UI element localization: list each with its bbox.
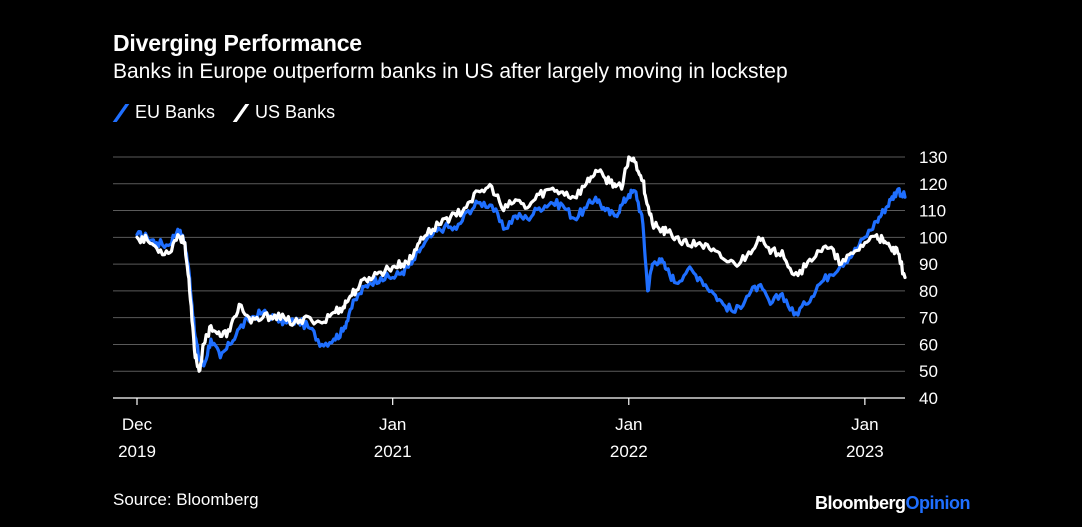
x-tick-year-2019: 2019 [118,442,156,461]
y-tick-label-120: 120 [919,175,947,194]
series-line-us-banks [135,155,907,373]
y-tick-label-60: 60 [919,335,938,354]
legend-item-eu-banks: EU Banks [112,102,216,123]
brand-main: Bloomberg [815,493,906,513]
legend-item-us-banks: US Banks [232,102,336,123]
y-tick-label-100: 100 [919,228,947,247]
x-tick-label-dec-2019: Dec [122,415,153,434]
chart-subtitle: Banks in Europe outperform banks in US a… [113,60,788,83]
series-line-eu-banks [135,187,907,368]
y-tick-label-70: 70 [919,309,938,328]
x-tick-label-jan-2021: Jan [379,415,406,434]
legend-label-us-banks: US Banks [255,102,336,122]
legend-label-eu-banks: EU Banks [135,102,216,122]
y-tick-label-90: 90 [919,255,938,274]
brand-logo: BloombergOpinion [815,493,971,514]
source-note: Source: Bloomberg [113,490,259,509]
y-tick-label-130: 130 [919,148,947,167]
x-tick-label-jan-2022: Jan [615,415,642,434]
brand-accent: Opinion [905,493,971,513]
chart-title: Diverging Performance [113,30,362,56]
y-tick-label-80: 80 [919,282,938,301]
chart-legend: EU Banks US Banks [112,102,336,123]
x-tick-label-jan-2023: Jan [851,415,878,434]
y-tick-label-110: 110 [919,202,946,221]
x-tick-year-2021: 2021 [374,442,412,461]
x-tick-year-2023: 2023 [846,442,884,461]
x-tick-year-2022: 2022 [610,442,648,461]
y-tick-label-50: 50 [919,362,938,381]
y-tick-label-40: 40 [919,389,938,408]
